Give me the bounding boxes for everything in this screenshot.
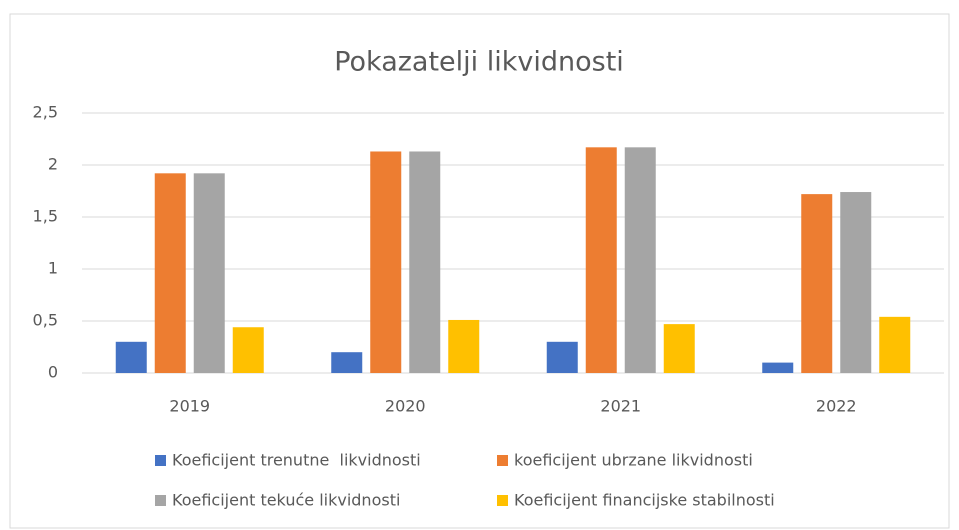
bar [762, 362, 794, 373]
bar [663, 324, 695, 373]
legend-label: Koeficijent trenutne likvidnosti [172, 451, 421, 470]
bar [331, 352, 363, 373]
legend-swatch [497, 455, 508, 466]
legend-label: Koeficijent financijske stabilnosti [514, 491, 775, 510]
bar [370, 151, 402, 373]
bar [624, 147, 656, 373]
y-tick-label: 1 [48, 259, 58, 278]
y-tick-label: 0,5 [33, 311, 58, 330]
legend-label: koeficijent ubrzane likvidnosti [514, 451, 753, 470]
legend-swatch [497, 495, 508, 506]
bar [409, 151, 441, 373]
x-tick-label: 2022 [816, 397, 857, 416]
bar [193, 173, 225, 373]
y-tick-label: 1,5 [33, 207, 58, 226]
legend-swatch [155, 455, 166, 466]
x-tick-label: 2020 [385, 397, 426, 416]
y-tick-label: 2 [48, 155, 58, 174]
bar [879, 316, 911, 373]
bar [585, 147, 617, 373]
bar [448, 319, 480, 373]
x-tick-label: 2019 [169, 397, 210, 416]
bar [801, 194, 833, 373]
bar [115, 341, 147, 373]
bar [840, 192, 872, 373]
bar [232, 327, 264, 373]
y-tick-label: 0 [48, 363, 58, 382]
legend-swatch [155, 495, 166, 506]
bar [546, 341, 578, 373]
y-tick-label: 2,5 [33, 103, 58, 122]
legend-label: Koeficijent tekuće likvidnosti [172, 491, 400, 510]
x-tick-label: 2021 [600, 397, 641, 416]
bar [154, 173, 186, 373]
chart-title: Pokazatelji likvidnosti [334, 47, 624, 78]
